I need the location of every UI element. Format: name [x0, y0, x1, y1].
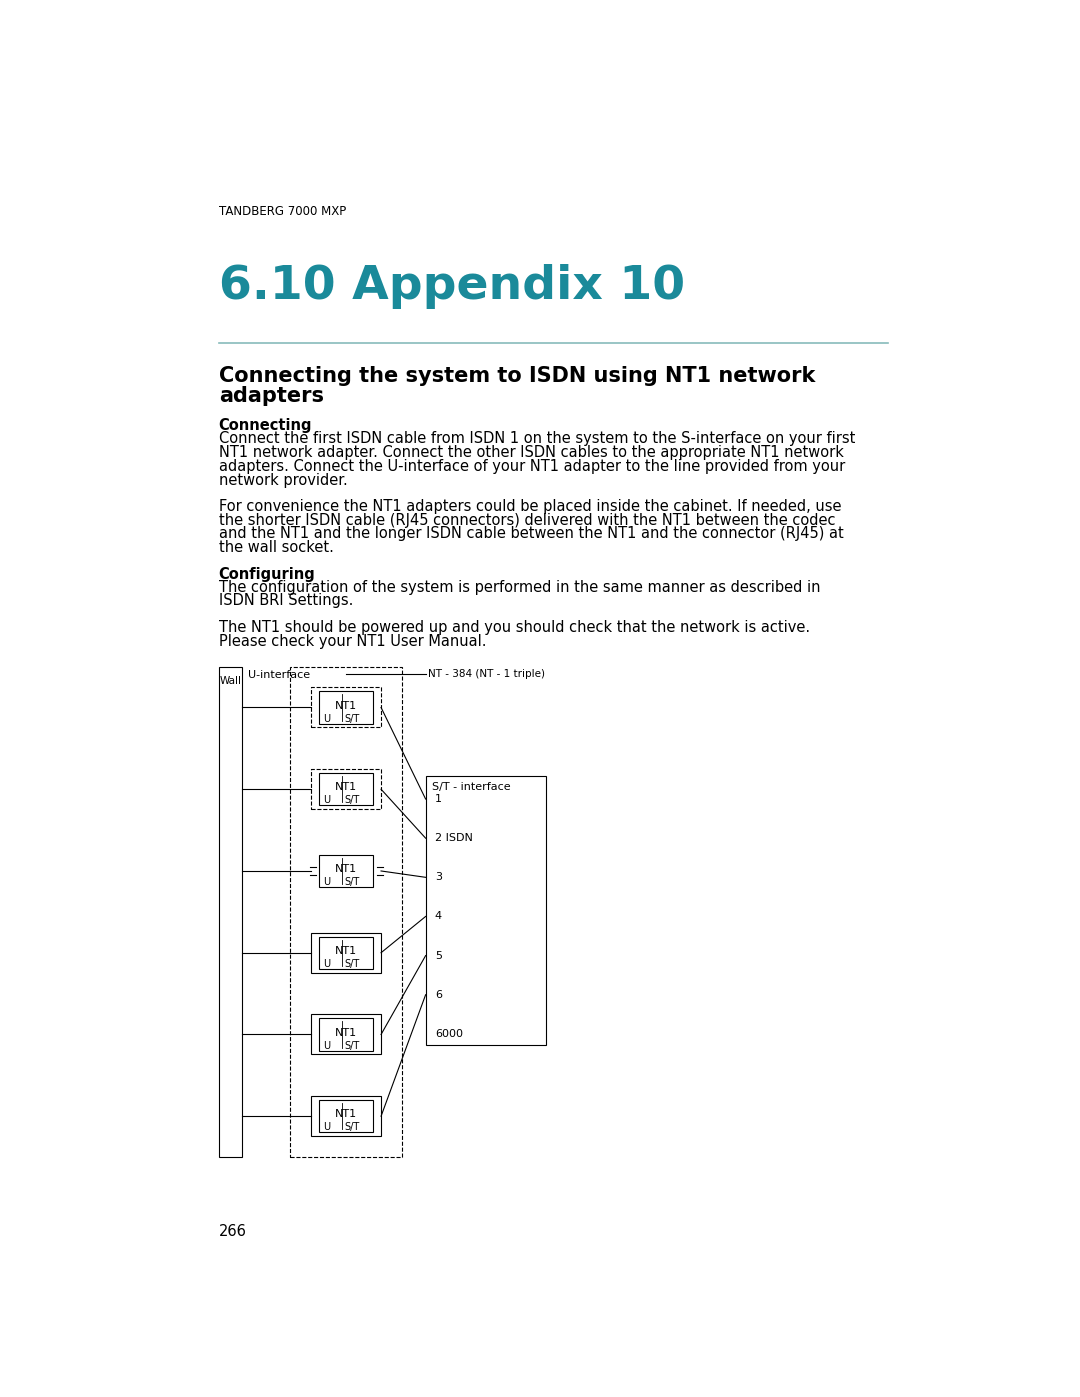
Text: U-interface: U-interface	[248, 671, 310, 680]
Bar	[311, 933, 381, 972]
Text: network provider.: network provider.	[218, 472, 348, 488]
Text: NT1: NT1	[335, 946, 357, 956]
Text: Connect the first ISDN cable from ISDN 1 on the system to the S-interface on you: Connect the first ISDN cable from ISDN 1…	[218, 432, 855, 446]
Text: U: U	[323, 877, 330, 887]
Text: S/T: S/T	[345, 1122, 360, 1133]
Text: S/T: S/T	[345, 877, 360, 887]
Text: Wall: Wall	[219, 676, 241, 686]
Text: NT1: NT1	[335, 1109, 357, 1119]
Text: U: U	[323, 714, 330, 724]
Bar	[426, 775, 545, 1045]
Text: U: U	[323, 1122, 330, 1133]
Bar	[291, 666, 403, 1157]
Bar	[311, 687, 381, 728]
Bar	[319, 773, 374, 806]
Text: the shorter ISDN cable (RJ45 connectors) delivered with the NT1 between the code: the shorter ISDN cable (RJ45 connectors)…	[218, 513, 835, 528]
Text: NT1 network adapter. Connect the other ISDN cables to the appropriate NT1 networ: NT1 network adapter. Connect the other I…	[218, 444, 843, 460]
Text: NT1: NT1	[335, 1028, 357, 1038]
Bar	[319, 1018, 374, 1051]
Text: NT1: NT1	[335, 782, 357, 792]
Text: adapters: adapters	[218, 386, 324, 405]
Text: U: U	[323, 1041, 330, 1051]
Text: Connecting the system to ISDN using NT1 network: Connecting the system to ISDN using NT1 …	[218, 366, 815, 387]
Text: U: U	[323, 958, 330, 970]
Text: adapters. Connect the U-interface of your NT1 adapter to the line provided from : adapters. Connect the U-interface of you…	[218, 458, 845, 474]
Text: the wall socket.: the wall socket.	[218, 541, 334, 556]
Bar	[319, 936, 374, 970]
Text: S/T: S/T	[345, 795, 360, 806]
Text: S/T - interface: S/T - interface	[432, 782, 511, 792]
Text: 6: 6	[435, 989, 442, 1000]
Bar	[319, 1099, 374, 1133]
Text: The NT1 should be powered up and you should check that the network is active.: The NT1 should be powered up and you sho…	[218, 620, 810, 636]
Bar	[311, 770, 381, 809]
Text: S/T: S/T	[345, 714, 360, 724]
Text: 1: 1	[435, 793, 442, 805]
Text: NT1: NT1	[335, 863, 357, 875]
Text: ISDN BRI Settings.: ISDN BRI Settings.	[218, 594, 353, 609]
Text: 2 ISDN: 2 ISDN	[435, 833, 473, 844]
Text: S/T: S/T	[345, 958, 360, 970]
Bar	[311, 1097, 381, 1136]
Text: S/T: S/T	[345, 1041, 360, 1051]
Text: 3: 3	[435, 872, 442, 883]
Text: 5: 5	[435, 950, 442, 961]
Text: NT1: NT1	[335, 700, 357, 711]
Text: NT - 384 (NT - 1 triple): NT - 384 (NT - 1 triple)	[428, 669, 545, 679]
Text: Connecting: Connecting	[218, 418, 312, 433]
Text: For convenience the NT1 adapters could be placed inside the cabinet. If needed, : For convenience the NT1 adapters could b…	[218, 499, 841, 514]
Text: The configuration of the system is performed in the same manner as described in: The configuration of the system is perfo…	[218, 580, 820, 595]
Text: 266: 266	[218, 1224, 246, 1239]
Bar	[218, 666, 242, 1157]
Bar	[319, 692, 374, 724]
Text: U: U	[323, 795, 330, 806]
Bar	[311, 1014, 381, 1055]
Text: 4: 4	[435, 911, 442, 922]
Bar	[319, 855, 374, 887]
Text: 6.10 Appendix 10: 6.10 Appendix 10	[218, 264, 685, 309]
Text: and the NT1 and the longer ISDN cable between the NT1 and the connector (RJ45) a: and the NT1 and the longer ISDN cable be…	[218, 527, 843, 542]
Text: Please check your NT1 User Manual.: Please check your NT1 User Manual.	[218, 634, 486, 650]
Text: 6000: 6000	[435, 1028, 463, 1039]
Text: Configuring: Configuring	[218, 567, 315, 581]
Text: TANDBERG 7000 MXP: TANDBERG 7000 MXP	[218, 204, 346, 218]
